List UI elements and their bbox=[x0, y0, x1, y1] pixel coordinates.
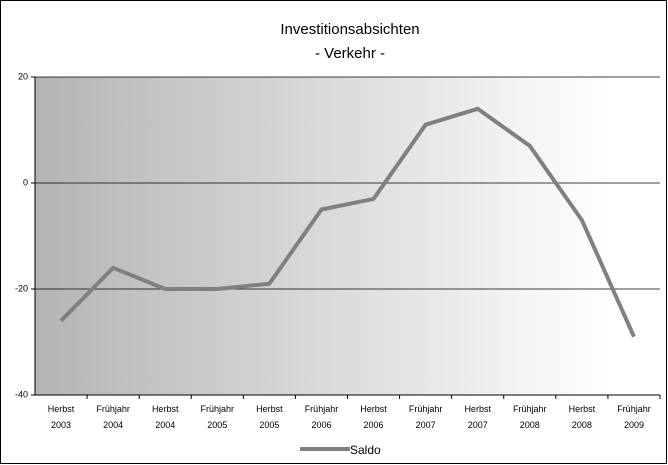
y-tick-label: -40 bbox=[15, 389, 28, 399]
x-tick-label: Herbst 2003 bbox=[48, 404, 75, 430]
plot-area bbox=[35, 77, 660, 395]
chart-title: Investitionsabsichten bbox=[280, 21, 419, 38]
chart-subtitle: - Verkehr - bbox=[315, 45, 385, 62]
x-tick-label: Frühjahr 2007 bbox=[409, 404, 443, 430]
x-tick-label: Herbst 2004 bbox=[152, 404, 179, 430]
y-tick-label: -20 bbox=[15, 283, 28, 293]
y-tick-label: 0 bbox=[23, 177, 28, 187]
y-tick-label: 20 bbox=[18, 71, 28, 81]
legend-label: Saldo bbox=[350, 443, 381, 457]
x-tick-label: Frühjahr 2006 bbox=[305, 404, 339, 430]
x-tick-label: Frühjahr 2005 bbox=[201, 404, 235, 430]
x-tick-label: Frühjahr 2004 bbox=[96, 404, 130, 430]
x-tick-label: Frühjahr 2008 bbox=[513, 404, 547, 430]
x-tick-label: Herbst 2007 bbox=[464, 404, 491, 430]
x-tick-label: Herbst 2005 bbox=[256, 404, 283, 430]
x-tick-label: Herbst 2008 bbox=[569, 404, 596, 430]
line-series bbox=[59, 106, 636, 338]
x-tick-label: Herbst 2006 bbox=[360, 404, 387, 430]
x-tick-label: Frühjahr 2009 bbox=[617, 404, 651, 430]
